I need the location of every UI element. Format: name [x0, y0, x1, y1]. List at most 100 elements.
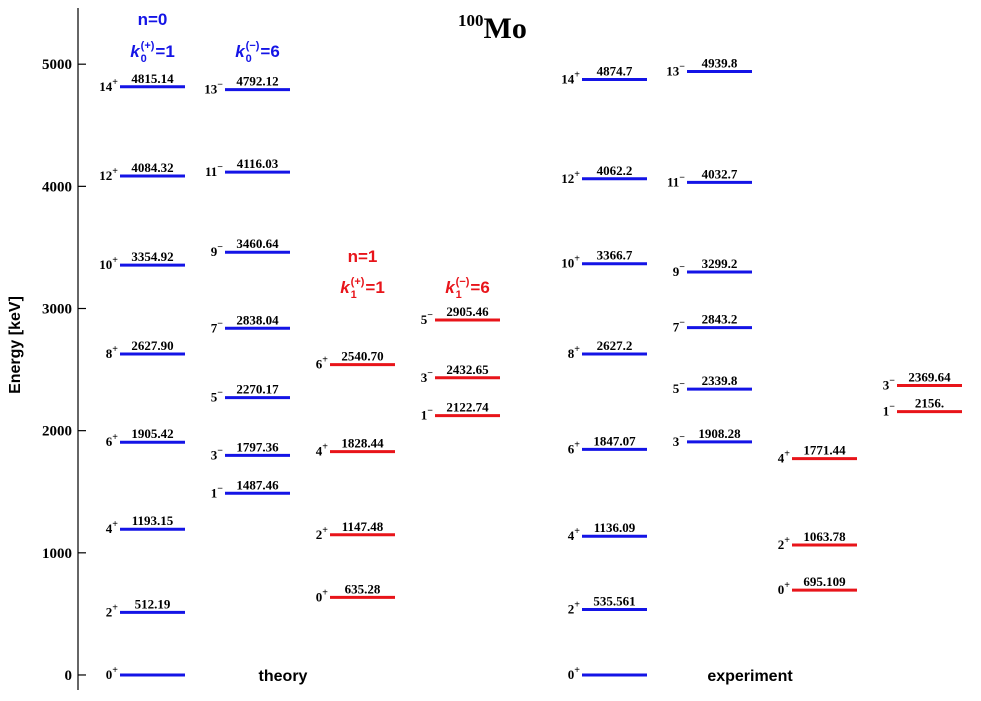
spin-value: 0 — [778, 582, 785, 597]
spin-label: 6+ — [568, 439, 581, 456]
parity: − — [427, 406, 433, 417]
spin-label: 2+ — [106, 602, 119, 619]
spin-value: 9 — [211, 244, 218, 259]
k-superscript: (−) — [456, 276, 470, 288]
spin-label: 6+ — [106, 432, 119, 449]
energy-label: 4032.7 — [702, 166, 738, 181]
spin-label: 3− — [211, 445, 224, 462]
energy-label: 3460.64 — [236, 236, 279, 251]
parity: − — [217, 80, 223, 91]
energy-label: 1147.48 — [342, 519, 384, 534]
spin-label: 7− — [673, 318, 686, 335]
energy-label: 4939.8 — [702, 56, 738, 71]
y-tick-label: 5000 — [42, 57, 72, 73]
spin-label: 12+ — [99, 166, 118, 183]
spin-value: 6 — [568, 441, 575, 456]
k-subscript: 0 — [141, 53, 147, 65]
parity: + — [322, 587, 328, 598]
spin-value: 0 — [568, 667, 575, 682]
energy-label: 1908.28 — [698, 426, 741, 441]
spin-value: 4 — [568, 528, 575, 543]
spin-value: 5 — [421, 312, 428, 327]
k-symbol: k — [130, 42, 141, 61]
parity: + — [574, 600, 580, 611]
spin-label: 11− — [205, 162, 223, 179]
y-axis-label: Energy [keV] — [7, 296, 24, 394]
energy-label: 512.19 — [135, 596, 171, 611]
spin-label: 12+ — [561, 169, 580, 186]
band-header: n=0 — [138, 10, 168, 29]
spin-value: 3 — [673, 434, 680, 449]
parity: − — [679, 262, 685, 273]
parity: + — [112, 432, 118, 443]
spin-value: 2 — [568, 602, 575, 617]
k-superscript: (+) — [141, 40, 155, 52]
parity: + — [112, 166, 118, 177]
k-subscript: 0 — [246, 53, 252, 65]
parity: + — [322, 442, 328, 453]
spin-label: 1− — [421, 406, 434, 423]
spin-label: 0+ — [106, 665, 119, 682]
parity: + — [784, 449, 790, 460]
spin-label: 10+ — [99, 255, 118, 272]
spin-value: 2 — [778, 537, 785, 552]
spin-label: 13− — [666, 62, 685, 79]
spin-label: 4+ — [106, 519, 119, 536]
parity: + — [784, 580, 790, 591]
spin-label: 0+ — [316, 587, 329, 604]
spin-value: 3 — [883, 378, 890, 393]
energy-label: 1828.44 — [341, 436, 384, 451]
spin-value: 1 — [883, 404, 890, 419]
energy-label: 2905.46 — [446, 304, 489, 319]
spin-label: 14+ — [99, 77, 118, 94]
spin-value: 11 — [205, 164, 217, 179]
energy-label: 4062.2 — [597, 163, 633, 178]
spin-value: 6 — [316, 357, 323, 372]
spin-value: 6 — [106, 434, 113, 449]
spin-value: 10 — [99, 257, 112, 272]
parity: + — [322, 525, 328, 536]
spin-label: 1− — [211, 483, 224, 500]
k-value: =1 — [365, 278, 384, 297]
spin-value: 8 — [106, 346, 113, 361]
spin-label: 9− — [673, 262, 686, 279]
spin-label: 5− — [211, 388, 224, 405]
energy-label: 3299.2 — [702, 256, 738, 271]
energy-label: 635.28 — [345, 581, 381, 596]
title-element: Mo — [484, 12, 527, 45]
energy-label: 1487.46 — [236, 477, 279, 492]
energy-label: 4792.12 — [236, 74, 278, 89]
parity: + — [112, 665, 118, 676]
parity: + — [112, 602, 118, 613]
y-tick-label: 1000 — [42, 546, 72, 562]
spin-value: 7 — [673, 320, 680, 335]
spin-label: 1− — [883, 402, 896, 419]
parity: − — [217, 483, 223, 494]
parity: + — [574, 169, 580, 180]
spin-label: 4+ — [778, 449, 791, 466]
parity: + — [112, 77, 118, 88]
spin-value: 10 — [561, 256, 574, 271]
parity: + — [112, 344, 118, 355]
parity: + — [112, 519, 118, 530]
energy-label: 1847.07 — [593, 433, 636, 448]
spin-value: 4 — [316, 444, 323, 459]
spin-label: 13− — [204, 80, 223, 97]
k-symbol: k — [445, 278, 456, 297]
spin-value: 3 — [211, 447, 218, 462]
spin-value: 3 — [421, 370, 428, 385]
spin-label: 0+ — [568, 665, 581, 682]
parity: − — [679, 62, 685, 73]
energy-label: 2432.65 — [446, 362, 489, 377]
energy-label: 4874.7 — [597, 63, 633, 78]
energy-label: 2843.2 — [702, 312, 738, 327]
energy-label: 1193.15 — [132, 513, 174, 528]
spin-label: 3− — [883, 376, 896, 393]
energy-label: 4815.14 — [131, 71, 174, 86]
parity: − — [217, 162, 223, 173]
y-tick-label: 4000 — [42, 179, 72, 195]
k-subscript: 1 — [456, 289, 462, 301]
parity: + — [784, 535, 790, 546]
spin-label: 9− — [211, 242, 224, 259]
